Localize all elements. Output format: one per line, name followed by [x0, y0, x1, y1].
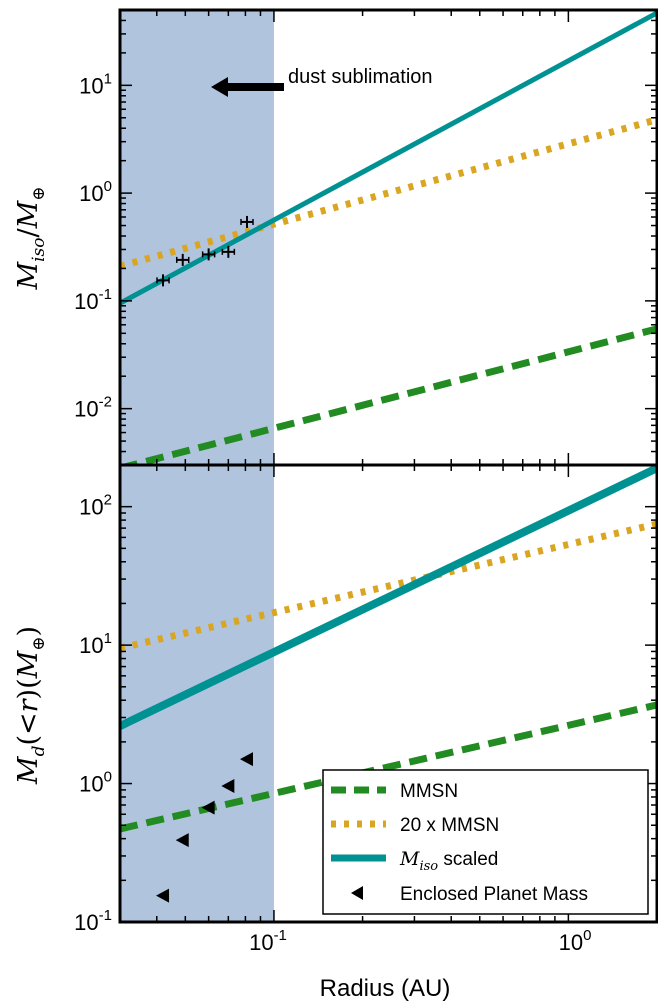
dust-sublimation-shaded-region — [120, 10, 274, 465]
panel-bottom-frame — [118, 463, 658, 924]
panel-bottom-enclosed-mass: Md(<r)(M⊕) MMSN 20 x MMSN Miso scaled En… — [13, 463, 658, 924]
y-tick-label: 100 — [79, 178, 112, 206]
panel-top-miso: dust sublimation Miso/M⊕ — [13, 8, 658, 467]
left-arrow-icon — [211, 77, 284, 97]
x-tick-label-0: 10-1 — [249, 927, 287, 955]
y-tick-labels: 10-2 10-1 100 101 10-1 100 101 102 — [74, 70, 112, 935]
mmsn-line — [120, 325, 657, 465]
data-point-plus — [156, 274, 170, 287]
y-tick-label: 10-1 — [74, 286, 112, 314]
data-point-plus — [201, 248, 216, 261]
data-point-plus — [240, 215, 254, 228]
data-point-triangle — [156, 888, 170, 903]
legend: MMSN 20 x MMSN Miso scaled Enclosed Plan… — [322, 769, 649, 915]
legend-20x-mmsn-label: 20 x MMSN — [400, 815, 499, 836]
data-point-plus — [175, 253, 190, 266]
x-tick-labels: 10-1 100 — [249, 927, 591, 955]
y-tick-label: 101 — [79, 630, 112, 658]
y-tick-label: 102 — [79, 492, 112, 520]
legend-miso-label: Miso scaled — [399, 848, 498, 874]
annotation-text: dust sublimation — [288, 66, 433, 88]
data-point-triangle — [240, 752, 254, 767]
y-tick-label: 10-1 — [74, 907, 112, 935]
data-point-triangle — [175, 833, 189, 848]
data-point-triangle — [201, 800, 215, 815]
enclosed-planet-mass-points — [156, 752, 254, 903]
dust-sublimation-annotation: dust sublimation — [211, 66, 433, 97]
bottom-ylabel: Md(<r)(M⊕) — [13, 626, 49, 785]
data-point-plus — [221, 245, 236, 258]
miso-scaled-line — [120, 465, 657, 730]
legend-mmsn-label: MMSN — [400, 781, 458, 802]
y-tick-label: 100 — [79, 769, 112, 797]
legend-triangle-marker — [351, 886, 363, 900]
20x-mmsn-line — [120, 520, 657, 652]
20x-mmsn-line — [120, 116, 657, 270]
y-tick-label: 101 — [79, 70, 112, 98]
data-point-triangle — [221, 779, 235, 794]
x-axis-title: Radius (AU) — [320, 975, 451, 1002]
y-tick-label: 10-2 — [74, 394, 112, 422]
planet-data-points — [156, 215, 254, 287]
x-tick-label-1: 100 — [559, 927, 592, 955]
legend-planet-mass-label: Enclosed Planet Mass — [400, 884, 588, 905]
legend-box — [322, 769, 649, 915]
top-ylabel: Miso/M⊕ — [13, 186, 49, 290]
